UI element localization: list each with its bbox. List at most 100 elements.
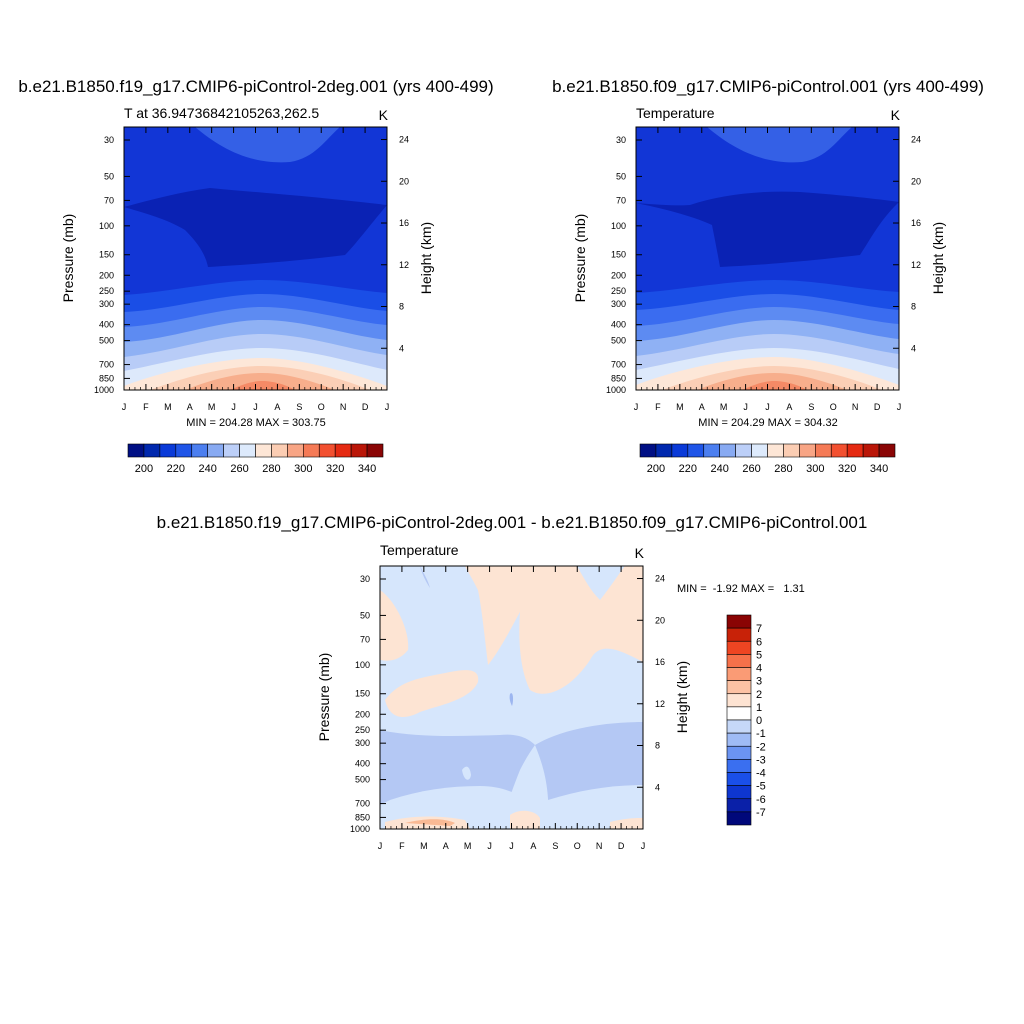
y-tick-label: 300 bbox=[99, 299, 114, 309]
y-tick-label: 70 bbox=[104, 195, 114, 205]
colorbar-box bbox=[318, 443, 336, 458]
colorbar-label: 5 bbox=[756, 649, 762, 661]
panel-left-label: T at 36.94736842105263,262.5 bbox=[124, 105, 319, 121]
x-tick-label: M bbox=[464, 841, 472, 851]
colorbar-box bbox=[726, 732, 752, 747]
panel-title: b.e21.B1850.f19_g17.CMIP6-piControl-2deg… bbox=[157, 513, 868, 532]
y2-axis-label: Height (km) bbox=[418, 222, 434, 294]
x-tick-label: J bbox=[897, 402, 902, 412]
x-tick-label: A bbox=[443, 841, 449, 851]
colorbar-box bbox=[726, 719, 752, 734]
colorbar-label: 200 bbox=[647, 463, 665, 475]
y2-tick-label: 16 bbox=[399, 218, 409, 228]
y-tick-label: 200 bbox=[611, 270, 626, 280]
colorbar-label: 260 bbox=[742, 463, 760, 475]
colorbar-box bbox=[366, 443, 384, 458]
x-tick-label: J bbox=[378, 841, 383, 851]
y-tick-label: 850 bbox=[611, 373, 626, 383]
y-tick-label: 50 bbox=[104, 171, 114, 181]
colorbar-label: 220 bbox=[167, 463, 185, 475]
x-tick-label: J bbox=[231, 402, 236, 412]
colorbar-label: 260 bbox=[230, 463, 248, 475]
y2-tick-label: 4 bbox=[911, 343, 916, 353]
colorbar-box bbox=[726, 680, 752, 695]
x-tick-label: D bbox=[874, 402, 881, 412]
panel-left-label: Temperature bbox=[380, 542, 459, 558]
colorbar-box bbox=[726, 667, 752, 681]
x-tick-label: J bbox=[487, 841, 492, 851]
panel-left-label: Temperature bbox=[636, 105, 715, 121]
y-tick-label: 30 bbox=[616, 135, 626, 145]
colorbar-box bbox=[159, 443, 177, 458]
x-tick-label: D bbox=[618, 841, 625, 851]
contour-strato-cap bbox=[195, 127, 340, 163]
x-tick-label: J bbox=[765, 402, 770, 412]
colorbar-label: 4 bbox=[756, 663, 762, 675]
colorbar-box bbox=[726, 706, 752, 721]
y2-tick-label: 20 bbox=[911, 176, 921, 186]
x-tick-label: J bbox=[743, 402, 748, 412]
colorbar-label: 0 bbox=[756, 715, 762, 727]
colorbar-label: -6 bbox=[756, 794, 766, 806]
x-tick-label: N bbox=[596, 841, 603, 851]
colorbar-label: 340 bbox=[358, 463, 376, 475]
x-tick-label: M bbox=[420, 841, 428, 851]
y2-tick-label: 8 bbox=[911, 302, 916, 312]
y-tick-label: 250 bbox=[611, 286, 626, 296]
x-tick-label: O bbox=[830, 402, 837, 412]
y-tick-label: 1000 bbox=[606, 385, 626, 395]
colorbar-label: 220 bbox=[679, 463, 697, 475]
y2-tick-label: 12 bbox=[399, 260, 409, 270]
x-tick-label: M bbox=[720, 402, 728, 412]
colorbar-box bbox=[726, 693, 752, 708]
x-tick-label: O bbox=[318, 402, 325, 412]
colorbar-box bbox=[751, 443, 768, 458]
y-tick-label: 300 bbox=[355, 738, 370, 748]
colorbar-label: 7 bbox=[756, 623, 762, 635]
colorbar-box bbox=[726, 640, 752, 655]
y2-axis-label: Height (km) bbox=[674, 661, 690, 733]
colorbar-box bbox=[350, 443, 368, 458]
y-tick-label: 1000 bbox=[350, 824, 370, 834]
y-tick-label: 100 bbox=[611, 221, 626, 231]
colorbar-label: 280 bbox=[774, 463, 792, 475]
y-tick-label: 500 bbox=[355, 775, 370, 785]
colorbar-box bbox=[671, 443, 689, 458]
colorbar-box bbox=[846, 443, 864, 458]
panel-units: K bbox=[891, 107, 901, 123]
y-tick-label: 200 bbox=[355, 709, 370, 719]
x-tick-label: J bbox=[253, 402, 258, 412]
axes: J F M A M J J A S O N D J 30 50 70 100 150 200 250 300 400 500… bbox=[350, 566, 665, 851]
y2-tick-label: 4 bbox=[655, 782, 660, 792]
colorbar-label: 300 bbox=[806, 463, 824, 475]
colorbar-box bbox=[175, 443, 193, 458]
colorbar-box bbox=[878, 443, 896, 458]
y2-tick-label: 12 bbox=[655, 699, 665, 709]
colorbar: 200 220 240 260 280 300 320 340 bbox=[639, 443, 896, 475]
contour-field bbox=[380, 566, 643, 829]
y2-tick-label: 24 bbox=[655, 574, 665, 584]
y2-tick-label: 16 bbox=[655, 657, 665, 667]
y-tick-label: 50 bbox=[616, 171, 626, 181]
x-tick-label: A bbox=[699, 402, 705, 412]
colorbar-box bbox=[726, 759, 752, 773]
y-tick-label: 400 bbox=[355, 759, 370, 769]
y2-tick-label: 8 bbox=[655, 741, 660, 751]
colorbar-box bbox=[799, 443, 816, 458]
panel-units: K bbox=[635, 545, 645, 561]
colorbar-box bbox=[862, 443, 880, 458]
y2-tick-label: 20 bbox=[399, 176, 409, 186]
colorbar-label: 3 bbox=[756, 676, 762, 688]
colorbar-label: 200 bbox=[135, 463, 153, 475]
x-tick-label: O bbox=[574, 841, 581, 851]
y-tick-label: 850 bbox=[355, 812, 370, 822]
x-tick-label: J bbox=[385, 402, 390, 412]
x-tick-label: A bbox=[274, 402, 280, 412]
y2-tick-label: 8 bbox=[399, 302, 404, 312]
colorbar-box bbox=[127, 443, 145, 458]
contour-core bbox=[124, 188, 387, 267]
y-tick-label: 250 bbox=[355, 725, 370, 735]
colorbar-label: 1 bbox=[756, 702, 762, 714]
colorbar-box bbox=[726, 798, 752, 813]
